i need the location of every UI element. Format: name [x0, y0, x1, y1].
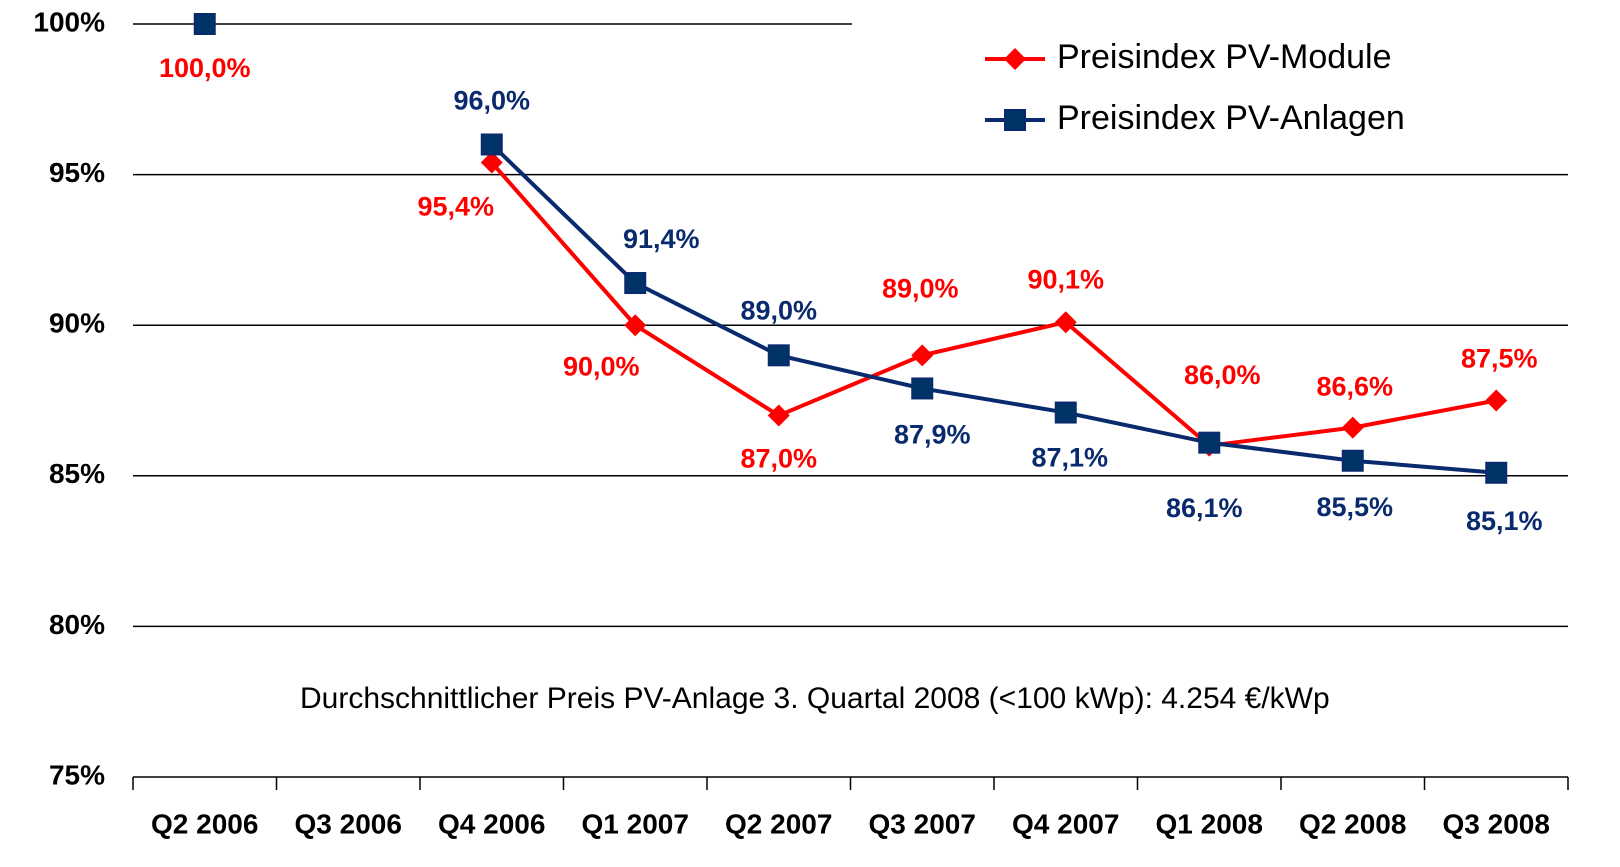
y-tick-label: 90%	[49, 308, 105, 339]
data-point	[1485, 461, 1508, 484]
x-tick-label: Q2 2006	[151, 808, 258, 839]
data-label: 87,0%	[740, 444, 817, 474]
data-label: 85,5%	[1316, 492, 1393, 522]
data-point	[1198, 431, 1221, 454]
series-line	[490, 161, 1497, 448]
annotation: Durchschnittlicher Preis PV-Anlage 3. Qu…	[300, 682, 1330, 715]
x-tick-label: Q3 2007	[869, 808, 976, 839]
legend-marker	[1004, 48, 1026, 70]
data-label: 85,1%	[1466, 506, 1543, 536]
data-point	[767, 404, 790, 427]
x-tick-label: Q1 2008	[1156, 808, 1263, 839]
data-label: 91,4%	[623, 224, 700, 254]
data-label: 87,9%	[894, 420, 971, 450]
data-label: 87,5%	[1461, 344, 1538, 374]
data-point	[1054, 401, 1077, 424]
x-tick-label: Q2 2007	[725, 808, 832, 839]
data-point	[1341, 449, 1364, 472]
data-label: 90,1%	[1027, 264, 1104, 294]
data-point	[767, 344, 790, 367]
data-label: 90,0%	[563, 351, 640, 381]
data-point	[480, 151, 503, 174]
data-label: 95,4%	[417, 192, 494, 222]
x-tick-label: Q3 2008	[1443, 808, 1550, 839]
data-label: 89,0%	[740, 295, 817, 325]
data-point	[911, 377, 934, 400]
data-point	[193, 13, 216, 35]
x-tick-label: Q4 2007	[1012, 808, 1119, 839]
y-tick-label: 100%	[33, 6, 105, 37]
data-point	[1054, 311, 1077, 334]
data-label: 96,0%	[453, 86, 530, 116]
data-point	[624, 272, 647, 295]
legend-marker	[1004, 109, 1026, 131]
legend-box	[852, 14, 1568, 154]
legend-label: Preisindex PV-Module	[1057, 38, 1392, 76]
y-tick-label: 95%	[49, 157, 105, 188]
data-label: 86,1%	[1166, 493, 1243, 523]
y-tick-label: 80%	[49, 609, 105, 640]
x-tick-label: Q1 2007	[582, 808, 689, 839]
series-line	[490, 143, 1497, 475]
data-point	[911, 344, 934, 367]
data-label: 87,1%	[1031, 443, 1108, 473]
y-tick-label: 85%	[49, 458, 105, 489]
data-label: 86,6%	[1316, 372, 1393, 402]
data-point	[624, 314, 647, 337]
data-point	[480, 133, 503, 156]
data-label: 100,0%	[159, 53, 251, 83]
data-label: 89,0%	[882, 273, 959, 303]
data-point	[1341, 416, 1364, 439]
y-tick-label: 75%	[49, 759, 105, 790]
x-tick-label: Q4 2006	[438, 808, 545, 839]
legend-label: Preisindex PV-Anlagen	[1057, 99, 1405, 137]
x-tick-label: Q3 2006	[295, 808, 402, 839]
data-label: 86,0%	[1184, 360, 1261, 390]
data-point	[1485, 389, 1508, 412]
x-tick-label: Q2 2008	[1299, 808, 1406, 839]
